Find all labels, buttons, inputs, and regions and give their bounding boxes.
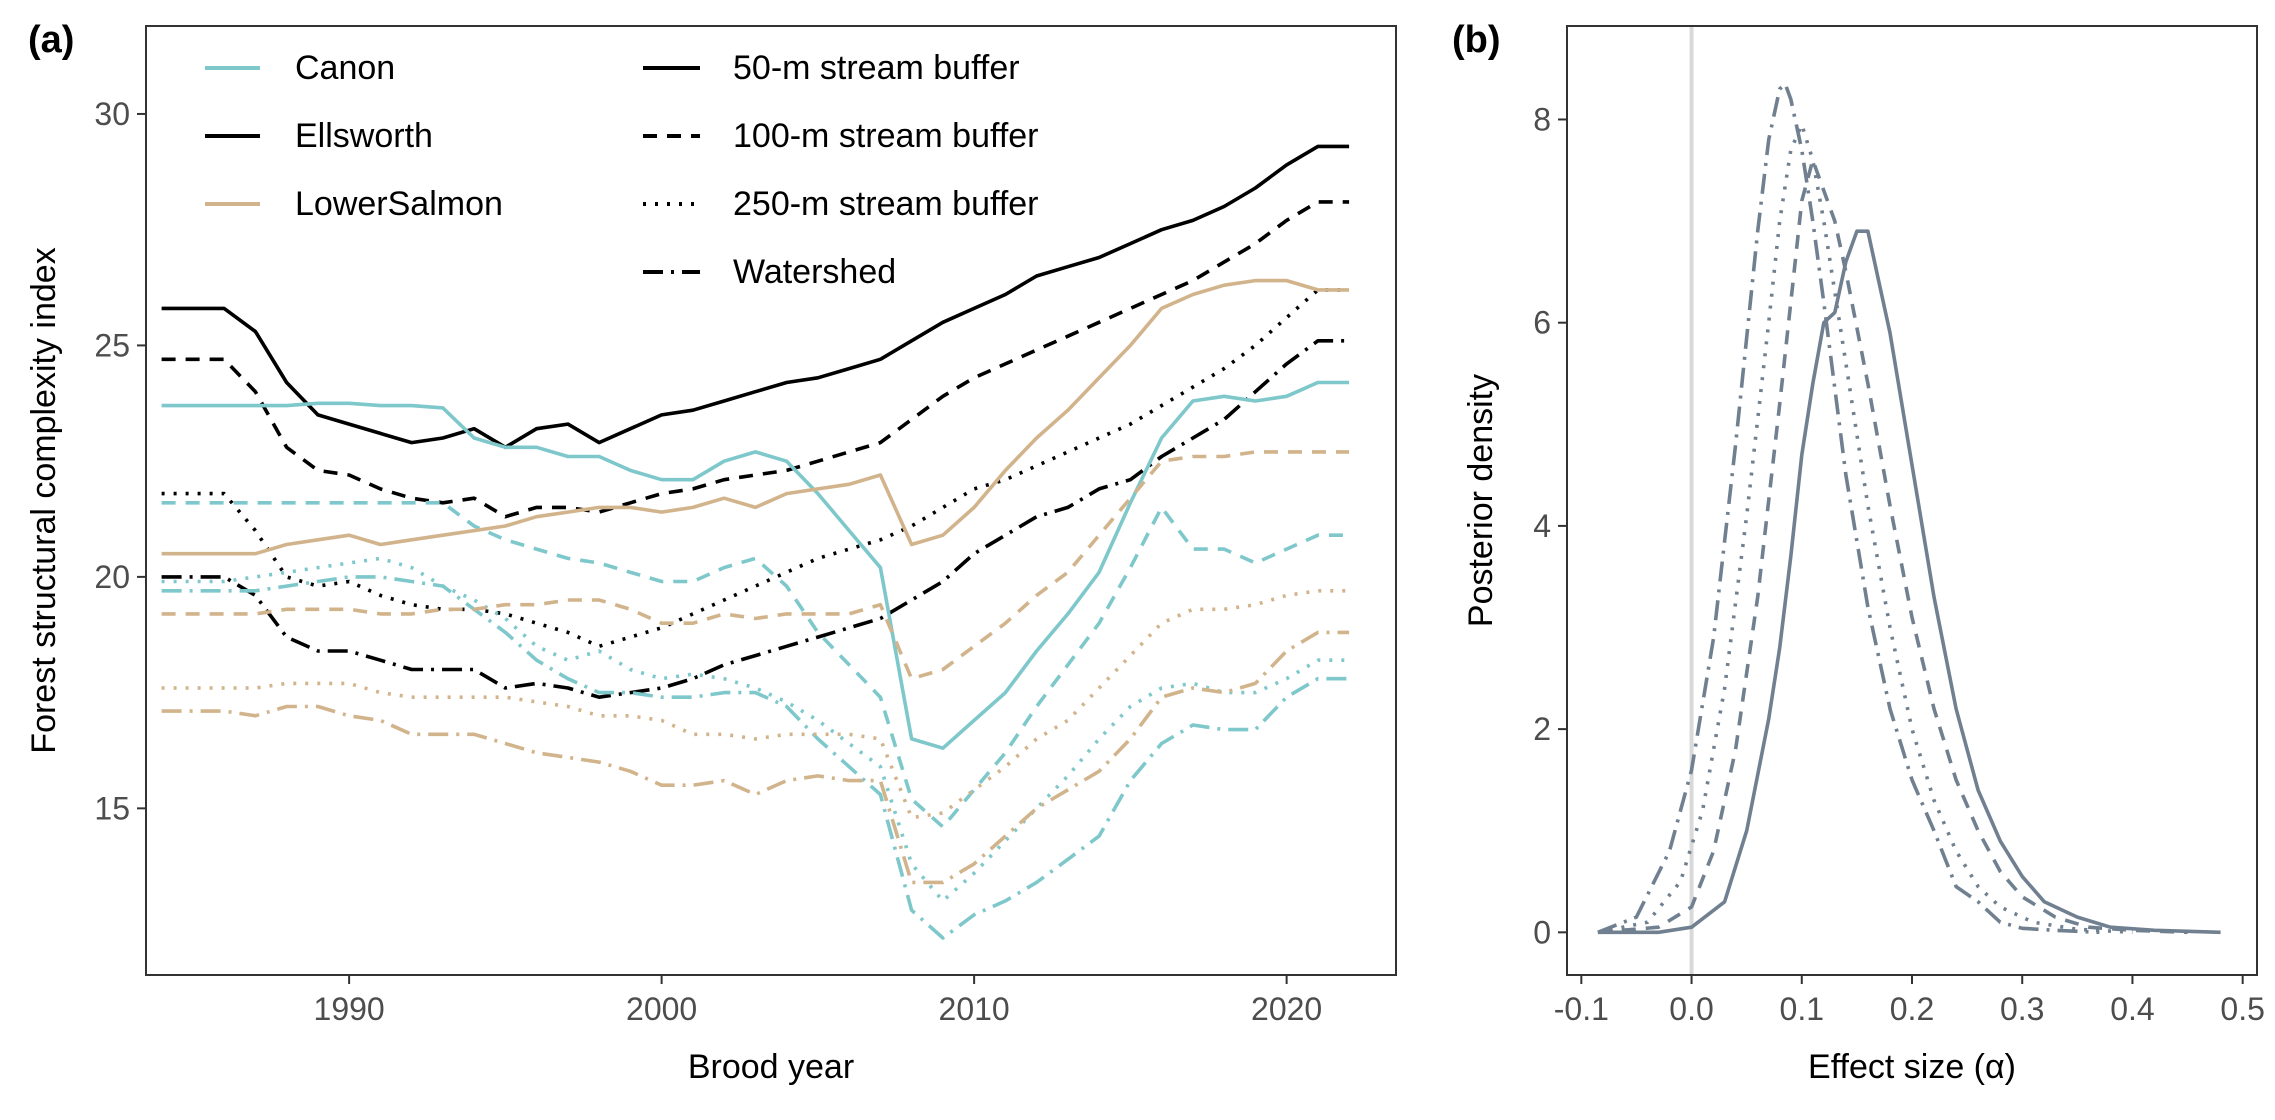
series-line-lowersalmon-100-m-stream-buffer bbox=[161, 450, 1350, 681]
y-tick-label: 25 bbox=[94, 327, 130, 363]
series-line-ellsworth-250-m-stream-buffer bbox=[161, 288, 1350, 649]
series-line-lowersalmon-watershed bbox=[161, 630, 1350, 885]
series-line-ellsworth-100-m-stream-buffer bbox=[161, 200, 1350, 519]
y-tick-label: 8 bbox=[1533, 101, 1551, 137]
x-tick-label: 2010 bbox=[939, 991, 1010, 1027]
panel-a-line-chart: 1990 2000 2010 2020 15 20 25 30 Brood year Forest… bbox=[25, 25, 1397, 1086]
legend-label-100-m-stream-buffer: 100-m stream buffer bbox=[733, 117, 1039, 155]
x-axis-title: Effect size (α) bbox=[1808, 1048, 2016, 1086]
series-line-canon-250-m-stream-buffer bbox=[161, 556, 1350, 903]
series-line-canon-50-m-stream-buffer bbox=[161, 380, 1350, 751]
panel-b-density-chart: -0.1 0.0 0.1 0.2 0.3 0.4 0.5 0 2 4 6 8 Effect size (… bbox=[1462, 25, 2265, 1086]
legend-label-50-m-stream-buffer: 50-m stream buffer bbox=[733, 49, 1020, 87]
legend-label-250-m-stream-buffer: 250-m stream buffer bbox=[733, 185, 1039, 223]
density-line-watershed bbox=[1597, 82, 2100, 935]
series-line-lowersalmon-50-m-stream-buffer bbox=[161, 278, 1350, 556]
density-line-250-m-stream-buffer bbox=[1597, 122, 2133, 935]
series-line-ellsworth-watershed bbox=[161, 338, 1350, 700]
density-line-50-m-stream-buffer bbox=[1597, 229, 2221, 935]
y-tick-label: 15 bbox=[94, 790, 130, 826]
y-tick-label: 30 bbox=[94, 96, 130, 132]
panel-a-border bbox=[145, 25, 1397, 976]
x-tick-label: 0.0 bbox=[1669, 991, 1713, 1027]
x-tick-label: 2020 bbox=[1251, 991, 1322, 1027]
x-tick-label: 0.2 bbox=[1890, 991, 1934, 1027]
series-line-ellsworth-50-m-stream-buffer bbox=[161, 144, 1350, 450]
x-tick-label: 0.5 bbox=[2220, 991, 2264, 1027]
density-line-100-m-stream-buffer bbox=[1597, 158, 2188, 935]
x-tick-label: 0.1 bbox=[1780, 991, 1824, 1027]
x-tick-label: 0.3 bbox=[2000, 991, 2044, 1027]
x-axis-title: Brood year bbox=[688, 1048, 854, 1086]
x-tick-label: 2000 bbox=[626, 991, 697, 1027]
panel-a-tag: (a) bbox=[28, 19, 74, 61]
series-line-lowersalmon-250-m-stream-buffer bbox=[161, 588, 1350, 820]
y-tick-label: 4 bbox=[1533, 508, 1551, 544]
x-tick-label: 1990 bbox=[314, 991, 385, 1027]
x-tick-label: 0.4 bbox=[2110, 991, 2154, 1027]
legend-label-ellsworth: Ellsworth bbox=[295, 117, 433, 155]
legend-label-canon: Canon bbox=[295, 49, 395, 87]
y-axis-title: Forest structural complexity index bbox=[25, 247, 63, 753]
panel-b-tag: (b) bbox=[1452, 19, 1501, 61]
legend-label-watershed: Watershed bbox=[733, 253, 896, 291]
y-tick-label: 0 bbox=[1533, 914, 1551, 950]
legend-label-lowersalmon: LowerSalmon bbox=[295, 185, 503, 223]
y-tick-label: 20 bbox=[94, 559, 130, 595]
y-tick-label: 2 bbox=[1533, 711, 1551, 747]
series-line-canon-watershed bbox=[161, 575, 1350, 940]
y-tick-label: 6 bbox=[1533, 305, 1551, 341]
series-line-canon-100-m-stream-buffer bbox=[161, 500, 1350, 829]
x-tick-label: -0.1 bbox=[1554, 991, 1609, 1027]
y-axis-title: Posterior density bbox=[1462, 374, 1500, 627]
panel-b-border bbox=[1566, 25, 2258, 976]
